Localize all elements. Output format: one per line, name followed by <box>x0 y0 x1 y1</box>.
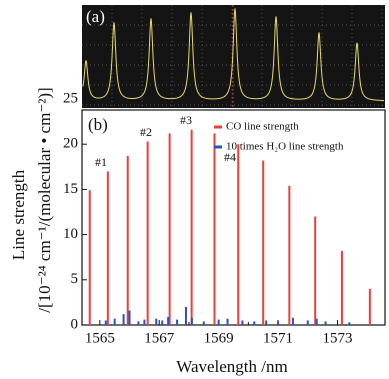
y-tick-label: 25 <box>63 90 78 106</box>
y-tick-label: 10 <box>63 226 78 242</box>
x-tick-label: 1567 <box>144 330 175 346</box>
y-axis-label: Line strength <box>9 169 28 260</box>
x-tick-label: 1573 <box>322 330 352 346</box>
scope-panel <box>82 5 385 108</box>
panel-label: (a) <box>86 7 105 26</box>
x-tick-label: 1569 <box>204 330 234 346</box>
annotation: #1 <box>95 155 107 169</box>
y-tick-label: 0 <box>71 316 79 332</box>
legend-label: 10 times H₂O line strength <box>226 141 344 153</box>
y-tick-label: 15 <box>63 181 78 197</box>
legend-label: CO line strength <box>226 121 299 133</box>
chart: (a) (b) Wavelength /nm Line strength /[1… <box>0 0 389 379</box>
page: {"chart_data": {"type": "stem", "panel_a… <box>0 0 389 379</box>
y-axis-units: /[10⁻²⁴ cm⁻¹/(molecular • cm⁻²)] <box>35 87 54 312</box>
x-tick-label: 1565 <box>85 330 115 346</box>
x-tick-label: 1571 <box>263 330 293 346</box>
y-tick-label: 5 <box>71 271 79 287</box>
annotation: #2 <box>140 125 152 139</box>
y-tick-label: 20 <box>63 136 78 152</box>
x-axis-label: Wavelength /nm <box>176 357 287 376</box>
annotation: #3 <box>180 113 192 127</box>
panel-label: (b) <box>88 115 108 134</box>
